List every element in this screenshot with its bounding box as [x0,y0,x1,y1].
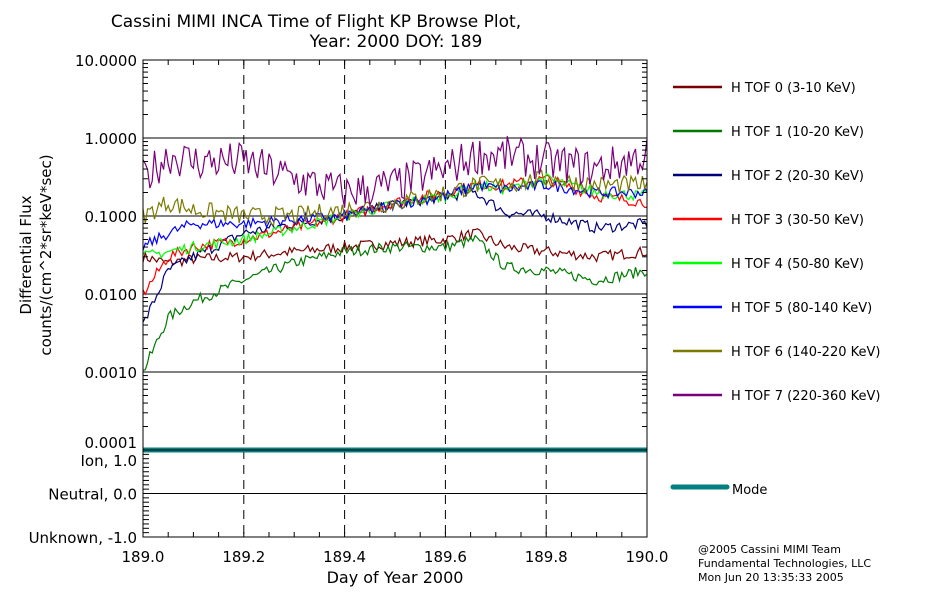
legend-label-mode: Mode [732,483,767,498]
chart-title: Cassini MIMI INCA Time of Flight KP Brow… [111,12,521,32]
footer-company: Fundamental Technologies, LLC [698,557,871,570]
x-tick-label: 189.4 [323,548,366,566]
x-tick-label: 189.8 [525,548,568,566]
legend-label-tof-5: H TOF 5 (80-140 KeV) [731,301,872,316]
legend-label-tof-7: H TOF 7 (220-360 KeV) [731,389,880,404]
y-axis-label-2: counts/(cm^2*sr*keV*sec) [37,154,55,355]
y-tick-label: 1.0000 [85,130,138,148]
series-lines [142,136,648,453]
grid [143,60,647,537]
y-tick-label: 10.0000 [75,52,137,70]
legend-label-tof-3: H TOF 3 (30-50 KeV) [731,213,864,228]
legend-label-tof-0: H TOF 0 (3-10 KeV) [731,81,856,96]
mode-tick-label: Unknown, -1.0 [29,529,137,547]
mode-tick-label: Ion, 1.0 [81,452,138,470]
legend-label-tof-2: H TOF 2 (20-30 KeV) [731,169,864,184]
plot-frame [142,59,648,538]
y-tick-label: 0.0100 [85,286,138,304]
y-tick-label: 0.0001 [85,434,138,452]
footer-copyright: @2005 Cassini MIMI Team [698,543,841,556]
legend-label-tof-6: H TOF 6 (140-220 KeV) [731,345,880,360]
legend: H TOF 0 (3-10 KeV) H TOF 1 (10-20 KeV) H T… [670,81,880,498]
legend-label-tof-1: H TOF 1 (10-20 KeV) [731,125,864,140]
x-tick-label: 189.0 [122,548,165,566]
chart-subtitle: Year: 2000 DOY: 189 [309,32,483,52]
y-tick-label: 0.1000 [85,208,138,226]
series-line-tof-0 [142,228,648,268]
x-tick-label: 189.2 [222,548,265,566]
y-tick-label: 0.0010 [85,364,138,382]
x-tick-label: 190.0 [626,548,669,566]
x-tick-label: 189.6 [424,548,467,566]
x-axis-label: Day of Year 2000 [327,568,464,587]
y-axis-label-1: Differential Flux [17,195,35,314]
mode-tick-label: Neutral, 0.0 [48,486,137,504]
series-line-tof-1 [142,234,648,371]
legend-label-tof-4: H TOF 4 (50-80 KeV) [731,257,864,272]
axis-ticks: 10.0000 1.0000 0.1000 0.0100 0.0010 0.0001 189… [29,52,669,566]
series-line-tof-3 [142,174,648,296]
series-line-tof-6 [142,169,648,227]
series-line-tof-7 [142,136,648,208]
footer-date: Mon Jun 20 13:35:33 2005 [698,571,844,584]
series-line-tof-5 [142,179,648,251]
